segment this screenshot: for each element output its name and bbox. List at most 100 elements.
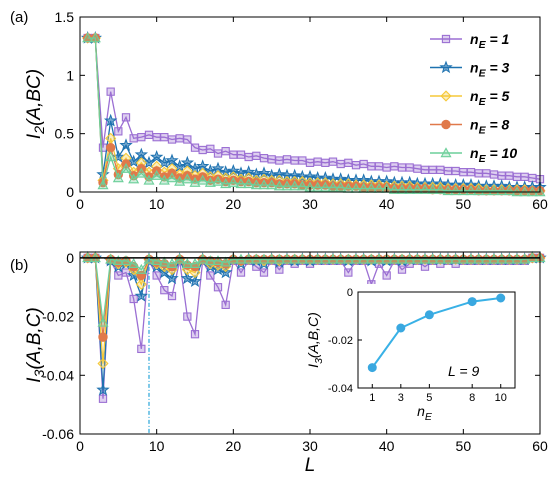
data-point <box>287 168 302 182</box>
data-point <box>289 180 301 191</box>
y-tick-label: 0 <box>66 184 74 200</box>
data-point <box>89 32 101 43</box>
inset-x-tick-label: 3 <box>398 392 404 404</box>
data-point <box>188 274 202 288</box>
data-point <box>436 165 445 174</box>
x-tick-label: 40 <box>379 438 395 454</box>
data-point <box>519 253 531 264</box>
data-point <box>474 169 483 178</box>
data-point <box>428 165 437 174</box>
legend-label: nE = 10 <box>470 145 517 165</box>
data-point <box>275 265 284 274</box>
data-point <box>165 153 179 167</box>
data-point <box>520 172 529 181</box>
data-point <box>411 253 423 264</box>
legend-marker <box>440 90 452 102</box>
data-point <box>466 168 476 177</box>
data-point <box>282 155 292 164</box>
x-tick-label: 0 <box>76 438 84 454</box>
data-point <box>236 150 246 159</box>
data-point <box>203 163 218 177</box>
panel-label: (a) <box>10 9 28 26</box>
data-point <box>121 268 131 277</box>
data-point <box>198 145 207 155</box>
series-5 <box>82 252 546 327</box>
data-point <box>381 253 393 264</box>
legend-marker <box>441 119 451 130</box>
data-point <box>336 159 345 169</box>
x-tick-label: 40 <box>379 196 395 212</box>
data-point <box>114 271 123 280</box>
y-axis-label: I2(A,BC) <box>24 69 48 139</box>
data-point <box>319 253 331 264</box>
data-point <box>505 171 514 180</box>
data-point <box>450 253 462 264</box>
data-point <box>411 183 423 194</box>
data-point <box>327 253 339 264</box>
data-point <box>206 271 215 280</box>
inset-y-tick-label: 0 <box>347 287 353 299</box>
data-point <box>488 253 500 264</box>
data-point <box>266 179 278 190</box>
data-point <box>451 166 460 176</box>
data-point <box>183 135 192 144</box>
data-point <box>374 162 384 171</box>
data-point <box>106 87 115 96</box>
data-point <box>137 133 146 142</box>
y-tick-label: -0.04 <box>42 367 74 383</box>
data-point <box>327 181 339 192</box>
data-point <box>172 159 187 173</box>
legend-entry-3: nE = 5 <box>430 88 510 108</box>
data-point <box>342 253 354 264</box>
data-point <box>82 32 94 43</box>
y-tick-label: 0.5 <box>55 126 75 142</box>
data-point <box>351 161 361 170</box>
inset-data-point <box>396 323 406 333</box>
data-point <box>496 253 508 264</box>
data-point <box>190 143 200 152</box>
data-point <box>404 183 416 194</box>
data-point <box>236 268 246 277</box>
data-point <box>321 158 330 167</box>
legend-marker <box>441 34 451 44</box>
data-point <box>397 163 407 172</box>
data-point <box>365 253 377 264</box>
data-point <box>420 165 430 174</box>
data-point <box>396 253 408 264</box>
data-point <box>149 149 164 163</box>
x-tick-label: 50 <box>456 196 472 212</box>
inset-data-point <box>367 363 377 373</box>
data-point <box>167 135 177 144</box>
data-point <box>135 278 147 290</box>
inset-data-point <box>467 297 477 307</box>
data-point <box>257 166 271 180</box>
data-point <box>97 316 109 327</box>
x-tick-label: 20 <box>226 196 242 212</box>
inset-data-point <box>424 310 434 320</box>
data-point <box>273 253 285 264</box>
data-point <box>157 155 172 169</box>
inset-y-tick-label: -0.04 <box>328 383 353 395</box>
data-point <box>397 265 407 274</box>
data-point <box>220 256 232 267</box>
x-tick-label: 10 <box>149 438 165 454</box>
data-point <box>212 255 224 266</box>
data-point <box>114 127 123 136</box>
data-point <box>252 151 261 160</box>
legend: nE = 1 nE = 3 nE = 5 nE = 8 nE = 10 <box>426 24 534 165</box>
data-point <box>335 253 347 264</box>
y-tick-label: -0.02 <box>42 309 74 325</box>
data-point <box>121 113 131 122</box>
data-point <box>267 155 276 164</box>
data-point <box>281 253 293 264</box>
data-point <box>160 133 169 142</box>
data-point <box>105 151 117 162</box>
data-point <box>359 159 368 169</box>
data-point <box>298 156 307 165</box>
inset-y-tick-label: -0.02 <box>328 335 353 347</box>
data-point <box>98 394 108 403</box>
data-point <box>303 169 317 183</box>
data-point <box>180 271 195 285</box>
data-point <box>388 183 400 194</box>
data-point <box>160 286 169 295</box>
